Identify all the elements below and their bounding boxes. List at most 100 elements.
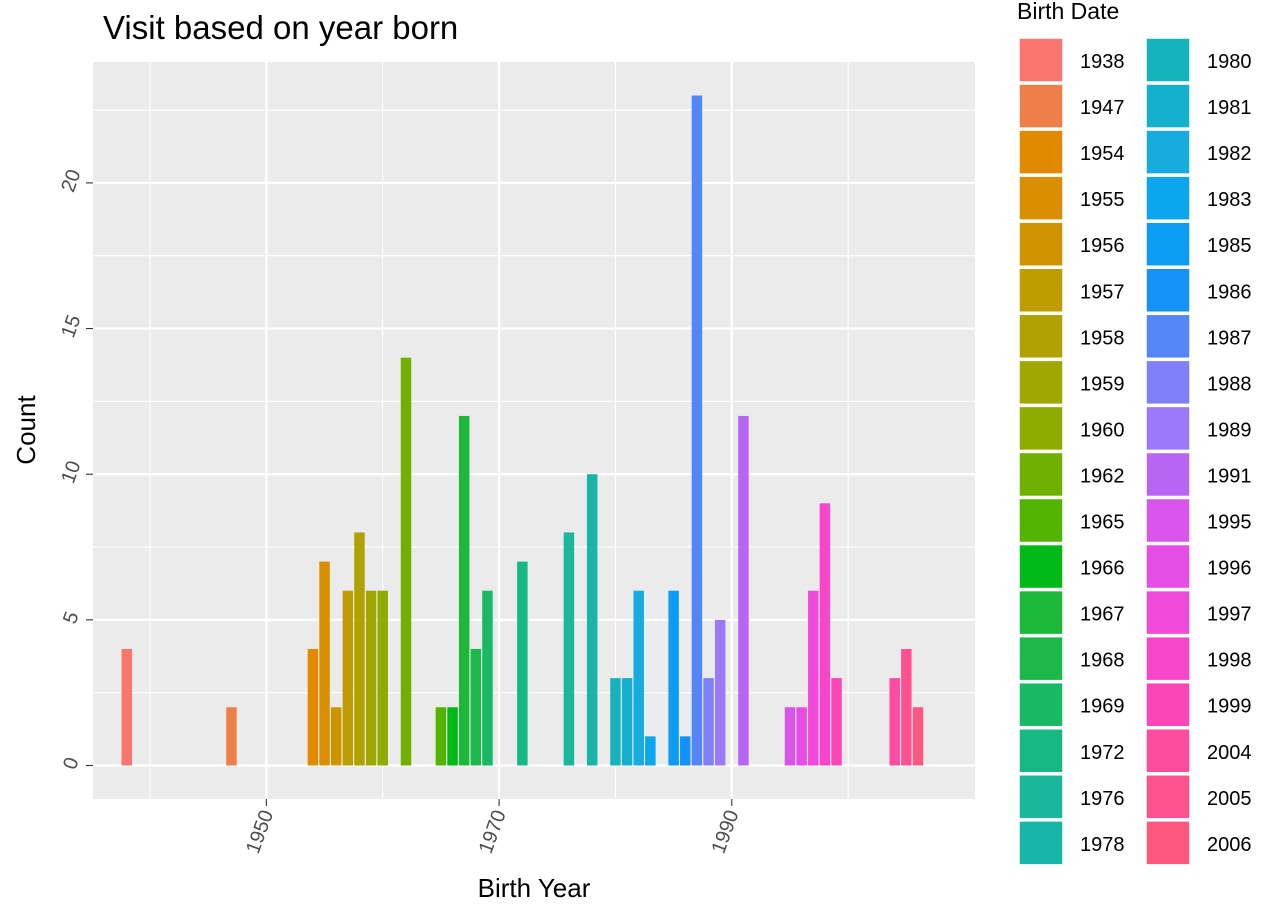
legend-label-1968: 1968 xyxy=(1080,650,1125,672)
bar-1999 xyxy=(831,678,842,766)
legend-label-1965: 1965 xyxy=(1080,512,1125,534)
bar-1954 xyxy=(307,648,319,766)
bar-1987 xyxy=(691,95,703,766)
y-tick-label: 10 xyxy=(57,458,85,486)
bar-1976 xyxy=(563,532,575,766)
legend-title: Birth Date xyxy=(1017,0,1119,24)
bar-1972 xyxy=(517,561,528,766)
legend-key-1967 xyxy=(1018,589,1064,636)
legend-label-1983: 1983 xyxy=(1207,189,1252,211)
bar-1985 xyxy=(668,590,679,766)
legend-key-1980 xyxy=(1145,37,1191,83)
legend-key-1995 xyxy=(1145,497,1191,544)
legend: 1938 1947 1954 1955 1956 1957 1958 1959 1960 1962… xyxy=(1018,37,1252,866)
chart-title: Visit based on year born xyxy=(103,9,458,46)
bar-1959 xyxy=(365,590,377,766)
bar-1995 xyxy=(784,707,796,766)
bar-1997 xyxy=(808,590,819,766)
legend-label-1960: 1960 xyxy=(1080,419,1125,441)
legend-key-1982 xyxy=(1145,129,1191,175)
legend-label-1976: 1976 xyxy=(1080,788,1125,810)
bar-1960 xyxy=(377,590,388,766)
legend-key-1987 xyxy=(1145,313,1191,360)
legend-label-2006: 2006 xyxy=(1207,834,1252,856)
legend-label-1991: 1991 xyxy=(1207,465,1252,487)
bar-2005 xyxy=(901,648,912,766)
legend-label-1978: 1978 xyxy=(1080,834,1125,856)
y-tick-label: 0 xyxy=(59,754,83,772)
legend-key-1998 xyxy=(1145,635,1191,682)
legend-key-1997 xyxy=(1145,589,1191,636)
legend-label-1995: 1995 xyxy=(1207,512,1252,534)
legend-label-1999: 1999 xyxy=(1207,696,1252,718)
legend-key-2004 xyxy=(1145,728,1191,774)
legend-label-1947: 1947 xyxy=(1080,97,1125,119)
legend-label-1982: 1982 xyxy=(1207,143,1252,165)
bar-1991 xyxy=(738,415,749,766)
legend-key-1996 xyxy=(1145,543,1191,590)
y-tick-label: 15 xyxy=(57,312,85,340)
legend-key-1989 xyxy=(1145,405,1191,452)
bar-1957 xyxy=(342,590,354,766)
y-tick-label: 20 xyxy=(57,167,85,195)
bar-1989 xyxy=(714,619,726,766)
legend-key-1981 xyxy=(1145,83,1191,129)
legend-label-2004: 2004 xyxy=(1207,742,1252,764)
bar-1978 xyxy=(586,474,598,766)
bar-1955 xyxy=(319,561,330,766)
bar-1967 xyxy=(458,415,470,766)
bar-1956 xyxy=(330,707,342,766)
legend-key-1968 xyxy=(1018,635,1064,682)
panel-background xyxy=(93,62,975,799)
bar-1968 xyxy=(470,648,482,766)
x-tick-label: 1970 xyxy=(475,807,511,856)
legend-label-1967: 1967 xyxy=(1080,604,1125,626)
legend-label-1954: 1954 xyxy=(1080,143,1125,165)
legend-key-2006 xyxy=(1145,820,1191,866)
bar-1996 xyxy=(796,707,807,766)
legend-key-1957 xyxy=(1018,267,1064,313)
legend-key-1972 xyxy=(1018,728,1064,774)
legend-key-1958 xyxy=(1018,313,1064,360)
legend-label-2005: 2005 xyxy=(1207,788,1252,810)
bar-1958 xyxy=(354,532,365,766)
bar-1969 xyxy=(482,590,493,766)
legend-key-1978 xyxy=(1018,820,1064,866)
bar-1947 xyxy=(226,707,237,766)
y-axis-title: Count xyxy=(11,395,41,465)
legend-key-1999 xyxy=(1145,681,1191,728)
legend-label-1986: 1986 xyxy=(1207,281,1252,303)
legend-label-1938: 1938 xyxy=(1080,51,1125,73)
legend-label-1966: 1966 xyxy=(1080,558,1125,580)
bar-1998 xyxy=(819,503,831,766)
bar-1966 xyxy=(447,707,458,766)
legend-label-1980: 1980 xyxy=(1207,51,1252,73)
bar-1980 xyxy=(610,678,621,766)
legend-label-1957: 1957 xyxy=(1080,281,1125,303)
bar-2006 xyxy=(912,707,924,766)
bar-1981 xyxy=(621,678,633,766)
bar-1965 xyxy=(435,707,447,766)
y-tick-label: 5 xyxy=(59,609,83,627)
legend-label-1962: 1962 xyxy=(1080,465,1125,487)
x-tick-label: 1950 xyxy=(242,807,278,856)
legend-key-1965 xyxy=(1018,497,1064,544)
x-axis-title: Birth Year xyxy=(478,873,591,903)
legend-key-1959 xyxy=(1018,359,1064,406)
bar-2004 xyxy=(889,678,900,766)
x-tick-label: 1990 xyxy=(708,807,744,856)
legend-label-1985: 1985 xyxy=(1207,235,1252,257)
legend-key-1976 xyxy=(1018,774,1064,820)
legend-key-1955 xyxy=(1018,175,1064,221)
bar-1962 xyxy=(400,357,412,766)
legend-key-1991 xyxy=(1145,451,1191,498)
legend-label-1972: 1972 xyxy=(1080,742,1125,764)
legend-label-1988: 1988 xyxy=(1207,373,1252,395)
legend-label-1959: 1959 xyxy=(1080,373,1125,395)
legend-key-1960 xyxy=(1018,405,1064,452)
legend-label-1998: 1998 xyxy=(1207,650,1252,672)
legend-label-1958: 1958 xyxy=(1080,327,1125,349)
legend-key-1969 xyxy=(1018,681,1064,728)
legend-label-1997: 1997 xyxy=(1207,604,1252,626)
